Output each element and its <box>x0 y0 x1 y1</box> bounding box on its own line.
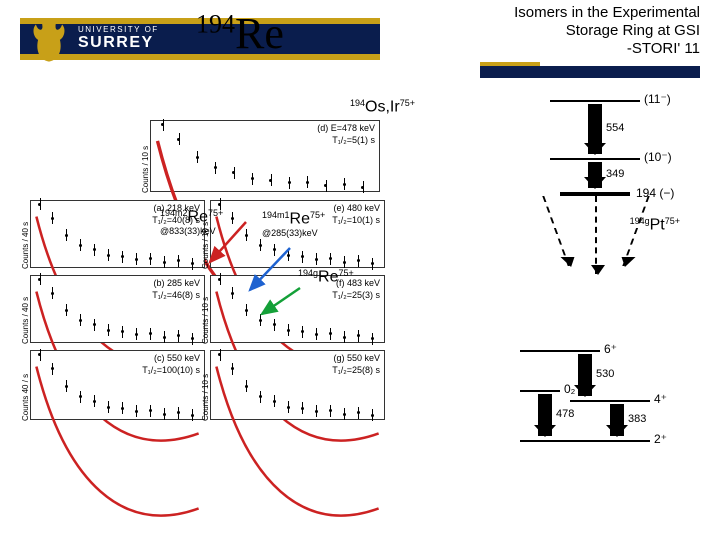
label-re-m1: 194m1Re75+ @285(33)keV <box>262 210 325 238</box>
conf-line-1: Isomers in the Experimental <box>480 4 700 22</box>
conf-line-2: Storage Ring at GSI <box>480 22 700 40</box>
spin-label: 6⁺ <box>604 342 617 356</box>
dashed-transition <box>542 196 569 266</box>
energy-level <box>570 400 650 402</box>
label-re-m2: 194m2Re75+ @833(33)keV <box>160 208 223 236</box>
transition-energy: 349 <box>606 168 624 180</box>
panel-g: (g) 550 keV T₁/₂=25(8) sCounts / 10 s <box>210 350 385 420</box>
accent-right-bar <box>480 66 700 78</box>
stag-icon <box>26 18 72 66</box>
transition-energy: 530 <box>596 368 614 380</box>
accent-right-gold <box>480 62 540 66</box>
dashed-transition <box>622 196 649 266</box>
y-axis-label: Counts / 10 s <box>141 146 150 193</box>
energy-level <box>520 350 600 352</box>
transition-arrow <box>588 104 602 154</box>
panel-d: (d) E=478 keV T₁/₂=5(1) sCounts / 10 s <box>150 120 380 192</box>
decay-curve <box>213 353 382 522</box>
university-main: SURREY <box>78 35 159 52</box>
energy-level <box>520 440 650 442</box>
y-axis-label: Counts / 10 s <box>201 374 210 421</box>
label-re-g: 194gRe75+ <box>298 268 354 286</box>
transition-energy: 383 <box>628 413 646 425</box>
transition-arrow <box>538 394 552 436</box>
y-axis-label: Counts / 10 s <box>201 297 210 344</box>
dashed-transition <box>595 196 597 274</box>
panel-b: (b) 285 keV T₁/₂=46(8) sCounts / 40 s <box>30 275 205 343</box>
level-scheme: (11⁻)(10⁻)554349194 (−)6⁺0₂⁺4⁺2⁺53047838… <box>460 100 700 520</box>
decay-curve <box>33 353 202 522</box>
transition-energy: 478 <box>556 408 574 420</box>
spin-label: 2⁺ <box>654 432 667 446</box>
university-name: UNIVERSITY OF SURREY <box>78 26 159 51</box>
title-element: Re <box>235 9 284 58</box>
panel-c: (c) 550 keV T₁/₂=100(10) sCounts 40 / s <box>30 350 205 420</box>
conference-label: Isomers in the Experimental Storage Ring… <box>480 4 700 58</box>
isomer-label: 194 (−) <box>636 186 674 200</box>
y-axis-label: Counts 40 / s <box>21 374 30 421</box>
conf-line-3: -STORI' 11 <box>480 40 700 58</box>
slide-title: 194Re <box>196 8 284 59</box>
y-axis-label: Counts / 40 s <box>21 297 30 344</box>
transition-arrow <box>588 162 602 188</box>
transition-energy: 554 <box>606 122 624 134</box>
label-os-ir: 194Os,Ir75+ <box>350 98 415 116</box>
energy-level <box>550 100 640 102</box>
spin-label: (11⁻) <box>644 92 671 106</box>
energy-level <box>520 390 560 392</box>
energy-level <box>550 158 640 160</box>
title-mass: 194 <box>196 9 235 38</box>
spin-label: (10⁻) <box>644 150 672 164</box>
y-axis-label: Counts / 40 s <box>21 222 30 269</box>
transition-arrow <box>610 404 624 436</box>
spin-label: 4⁺ <box>654 392 667 406</box>
transition-arrow <box>578 354 592 396</box>
